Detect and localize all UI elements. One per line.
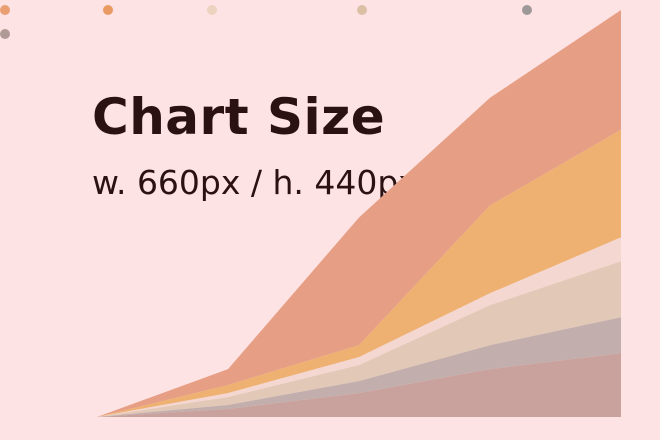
area-series-3 <box>97 261 621 417</box>
legend-dot-1 <box>0 5 10 15</box>
legend-dot-6 <box>0 29 10 39</box>
legend-dot-3 <box>207 5 217 15</box>
area-series-5 <box>97 129 621 417</box>
area-series-1 <box>97 353 621 417</box>
chart-subtitle: w. 660px / h. 440px <box>92 163 418 202</box>
legend-dot-4 <box>357 5 367 15</box>
chart-title: Chart Size <box>92 88 386 146</box>
legend-dot-2 <box>103 5 113 15</box>
area-series-6 <box>97 10 621 417</box>
chart-legend <box>0 0 660 44</box>
legend-dot-5 <box>522 5 532 15</box>
